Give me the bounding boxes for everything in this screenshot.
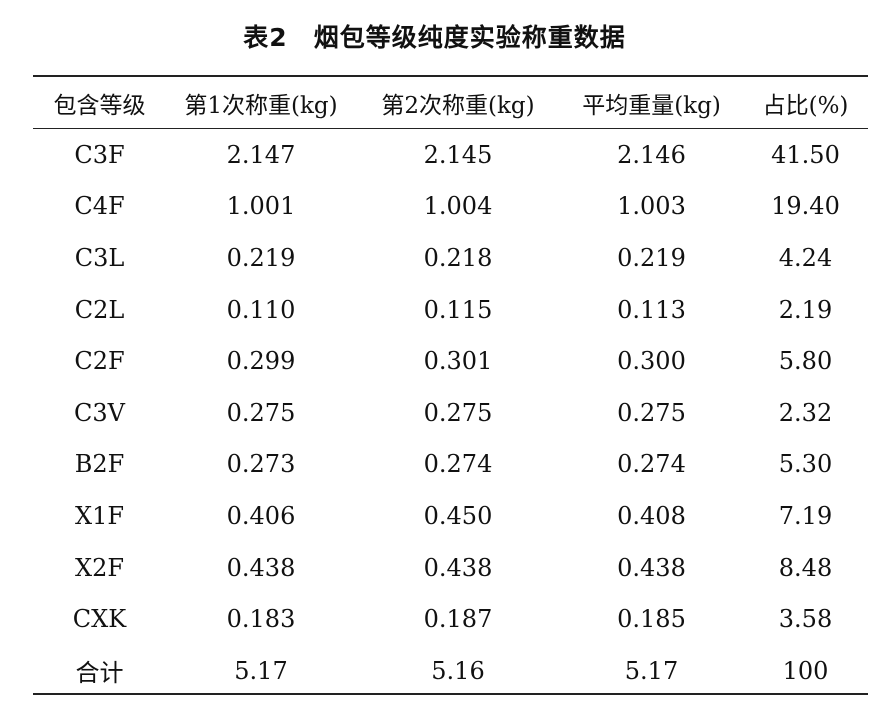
- cell-grade: X2F: [74, 553, 124, 582]
- cell-grade: CXK: [72, 605, 127, 634]
- cell-weight-2: 0.115: [423, 295, 493, 324]
- cell-average-weight: 2.146: [617, 140, 686, 169]
- cell-average-weight: 0.300: [617, 347, 686, 376]
- table-header-row: 包含等级 第1次称重(kg) 第2次称重(kg) 平均重量(kg) 占比(%): [33, 80, 868, 125]
- cell-weight-1: 0.299: [226, 347, 296, 376]
- cell-proportion: 7.19: [778, 501, 833, 530]
- cell-average-weight: 0.113: [617, 295, 686, 324]
- cell-grade: X1F: [74, 501, 124, 530]
- cell-average-weight: 0.219: [617, 243, 686, 272]
- table-bottom-rule: [33, 693, 868, 695]
- column-header-grade: 包含等级: [53, 92, 146, 119]
- table-row: B2F 0.273 0.274 0.274 5.30: [33, 439, 868, 491]
- cell-average-weight: 0.438: [617, 553, 686, 582]
- table-row: C3F 2.147 2.145 2.146 41.50: [33, 129, 868, 181]
- cell-weight-1: 5.17: [234, 656, 288, 685]
- cell-proportion: 2.19: [778, 295, 833, 324]
- table-top-rule: [33, 75, 868, 77]
- cell-weight-2: 0.301: [423, 347, 493, 376]
- cell-proportion: 100: [782, 656, 829, 685]
- table-title: 表2 烟包等级纯度实验称重数据: [243, 23, 626, 52]
- cell-weight-2: 0.450: [423, 501, 493, 530]
- cell-average-weight: 5.17: [624, 656, 679, 685]
- cell-proportion: 19.40: [771, 192, 840, 221]
- table-row: X2F 0.438 0.438 0.438 8.48: [33, 542, 868, 594]
- cell-weight-1: 0.273: [226, 450, 296, 479]
- cell-weight-2: 2.145: [423, 140, 493, 169]
- table-row: X1F 0.406 0.450 0.408 7.19: [33, 490, 868, 542]
- cell-proportion: 3.58: [778, 605, 833, 634]
- table-row: CXK 0.183 0.187 0.185 3.58: [33, 593, 868, 645]
- cell-average-weight: 0.275: [617, 398, 686, 427]
- cell-proportion: 41.50: [771, 140, 840, 169]
- column-header-average-weight: 平均重量(kg): [582, 92, 721, 119]
- table-row: C3L 0.219 0.218 0.219 4.24: [33, 232, 868, 284]
- table-row: C3V 0.275 0.275 0.275 2.32: [33, 387, 868, 439]
- column-header-weight-2: 第2次称重(kg): [381, 92, 535, 119]
- cell-average-weight: 0.185: [617, 605, 686, 634]
- cell-grade: C2L: [74, 295, 125, 324]
- cell-weight-2: 0.438: [423, 553, 493, 582]
- cell-average-weight: 0.408: [617, 501, 686, 530]
- cell-weight-2: 0.187: [423, 605, 493, 634]
- cell-grade: C2F: [74, 347, 125, 376]
- cell-weight-1: 0.219: [226, 243, 296, 272]
- cell-proportion: 2.32: [778, 398, 833, 427]
- cell-proportion: 5.80: [778, 347, 833, 376]
- cell-grade: C3L: [74, 243, 125, 272]
- cell-weight-2: 0.275: [423, 398, 493, 427]
- cell-grade: C3F: [74, 140, 125, 169]
- cell-weight-1: 0.110: [226, 295, 296, 324]
- cell-proportion: 4.24: [778, 243, 833, 272]
- column-header-weight-1: 第1次称重(kg): [184, 92, 338, 119]
- column-header-proportion: 占比(%): [762, 92, 849, 119]
- cell-weight-1: 0.275: [226, 398, 296, 427]
- cell-grade: 合计: [75, 659, 124, 688]
- cell-weight-1: 0.406: [226, 501, 296, 530]
- cell-grade: B2F: [74, 450, 125, 479]
- cell-average-weight: 1.003: [617, 192, 686, 221]
- cell-weight-2: 0.274: [423, 450, 493, 479]
- cell-weight-2: 0.218: [423, 243, 493, 272]
- table-row: C2F 0.299 0.301 0.300 5.80: [33, 335, 868, 387]
- cell-weight-2: 1.004: [423, 192, 493, 221]
- cell-grade: C3V: [74, 398, 125, 427]
- cell-average-weight: 0.274: [617, 450, 686, 479]
- cell-proportion: 8.48: [778, 553, 833, 582]
- cell-weight-1: 2.147: [226, 140, 296, 169]
- cell-grade: C4F: [74, 192, 125, 221]
- table-header-rule: [33, 128, 868, 129]
- table-total-row: 合计 5.17 5.16 5.17 100: [33, 645, 868, 697]
- cell-proportion: 5.30: [778, 450, 833, 479]
- cell-weight-2: 5.16: [431, 656, 485, 685]
- cell-weight-1: 0.183: [226, 605, 296, 634]
- table-row: C2L 0.110 0.115 0.113 2.19: [33, 284, 868, 336]
- cell-weight-1: 1.001: [226, 192, 296, 221]
- cell-weight-1: 0.438: [226, 553, 296, 582]
- table-row: C4F 1.001 1.004 1.003 19.40: [33, 181, 868, 233]
